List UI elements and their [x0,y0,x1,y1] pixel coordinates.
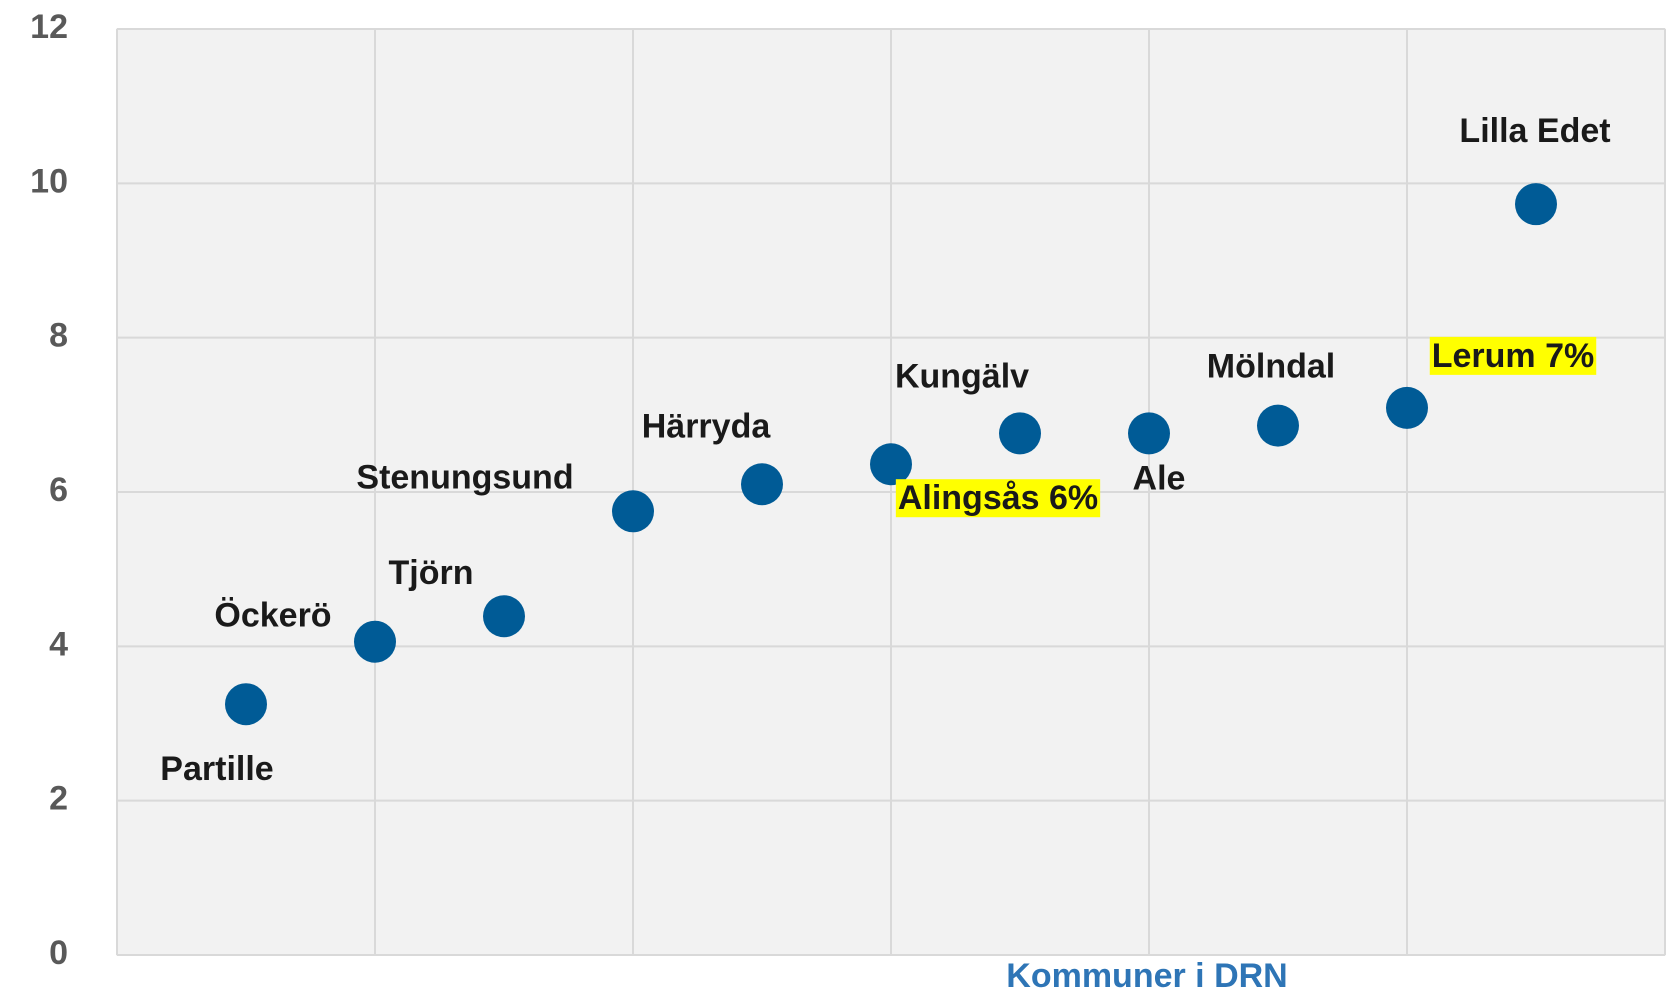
point-label: Härryda [642,407,772,445]
point-label: Partille [160,750,273,788]
point [870,443,912,486]
point [483,595,525,638]
point [1257,404,1299,447]
x-axis-title: Kommuner i DRN [1006,957,1287,995]
y-tick-label: 10 [30,162,68,200]
point-label: Alingsås 6% [898,479,1098,517]
point-label: Ale [1133,459,1186,497]
y-tick-label: 2 [49,780,68,818]
point [225,683,267,726]
point-label: Tjörn [389,554,474,592]
point-label: Kungälv [895,357,1029,395]
y-tick-label: 12 [30,8,68,46]
point-label: Lerum 7% [1432,337,1595,375]
label-highlight [1429,336,1597,375]
y-tick-label: 0 [49,934,68,972]
point-label: Lilla Edet [1459,112,1610,150]
label-highlight [895,479,1101,518]
y-tick-label: 4 [49,625,68,663]
y-tick-label: 6 [49,471,68,509]
point [1386,386,1428,429]
point [741,463,783,506]
point-label: Öckerö [214,597,331,635]
point-label: Stenungsund [356,458,573,496]
point-label: Mölndal [1207,348,1335,386]
point [612,490,654,533]
point [999,412,1041,455]
point [1128,412,1170,455]
point [1515,183,1557,226]
point [354,620,396,663]
y-tick-label: 8 [49,317,68,355]
